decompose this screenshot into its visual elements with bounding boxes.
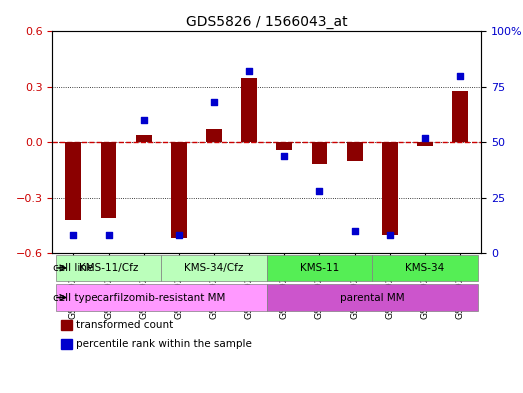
Point (245, 68, 253, 75)
FancyBboxPatch shape (56, 284, 267, 311)
Title: GDS5826 / 1566043_at: GDS5826 / 1566043_at (186, 15, 348, 29)
Bar (276, 142, 292, 150)
Bar (65, 142, 81, 220)
Bar (100, 142, 117, 218)
Bar (312, 142, 327, 165)
Bar (206, 129, 222, 142)
Bar (347, 142, 362, 161)
Text: KMS-11: KMS-11 (300, 263, 339, 273)
FancyBboxPatch shape (267, 255, 372, 281)
Bar (171, 142, 187, 239)
FancyBboxPatch shape (161, 255, 267, 281)
Text: KMS-34: KMS-34 (405, 263, 445, 273)
Bar (136, 135, 152, 142)
Text: cell line: cell line (53, 263, 94, 273)
Point (140, 117, 148, 123)
Text: cell type: cell type (53, 292, 98, 303)
FancyBboxPatch shape (56, 255, 161, 281)
Text: carfilzomib-resistant MM: carfilzomib-resistant MM (97, 292, 225, 303)
Point (69, 232, 77, 239)
Text: KMS-11/Cfz: KMS-11/Cfz (79, 263, 138, 273)
Bar (452, 90, 468, 142)
Point (210, 99, 218, 106)
FancyBboxPatch shape (267, 284, 477, 311)
Point (105, 232, 113, 239)
Text: transformed count: transformed count (76, 320, 173, 330)
Bar (382, 142, 397, 235)
Point (350, 228, 359, 234)
FancyBboxPatch shape (372, 255, 477, 281)
Text: percentile rank within the sample: percentile rank within the sample (76, 339, 252, 349)
Point (420, 135, 429, 141)
Bar (241, 78, 257, 142)
Point (315, 188, 324, 194)
Bar (61, 320, 72, 330)
Text: parental MM: parental MM (340, 292, 404, 303)
Bar (61, 340, 72, 349)
Bar (417, 142, 433, 146)
Point (175, 232, 183, 239)
Point (280, 152, 289, 159)
Text: KMS-34/Cfz: KMS-34/Cfz (184, 263, 244, 273)
Point (456, 73, 464, 79)
Point (385, 232, 394, 239)
